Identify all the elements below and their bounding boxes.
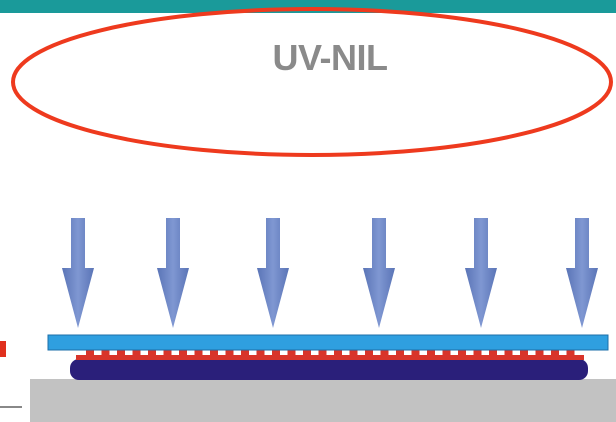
substrate-layer bbox=[70, 359, 588, 380]
resist-layer bbox=[76, 355, 584, 360]
resist-tooth bbox=[86, 350, 94, 356]
down-arrow-icon bbox=[62, 218, 94, 328]
resist-tooth bbox=[241, 350, 249, 356]
resist-tooth bbox=[210, 350, 218, 356]
uv-arrows bbox=[62, 218, 598, 328]
top-band bbox=[0, 0, 616, 13]
resist-tooth bbox=[473, 350, 482, 356]
down-arrow-icon bbox=[363, 218, 395, 328]
resist-tooth bbox=[334, 350, 342, 356]
resist-tooth bbox=[194, 350, 203, 356]
resist-tooth bbox=[442, 350, 451, 356]
resist-tooth bbox=[380, 350, 389, 356]
resist-tooth bbox=[303, 350, 311, 356]
resist-tooth bbox=[117, 350, 125, 356]
down-arrow-icon bbox=[465, 218, 497, 328]
title-ellipse bbox=[11, 7, 613, 157]
resist-tooth bbox=[551, 350, 559, 356]
resist-tooth bbox=[489, 350, 497, 356]
resist-tooth bbox=[256, 350, 265, 356]
left-edge-line bbox=[0, 406, 22, 408]
resist-tooth bbox=[458, 350, 466, 356]
resist-tooth bbox=[520, 350, 528, 356]
resist-tooth bbox=[365, 350, 373, 356]
template-mold bbox=[47, 334, 609, 351]
resist-tooth bbox=[349, 350, 358, 356]
resist-tooth bbox=[148, 350, 156, 356]
resist-tooth bbox=[566, 350, 575, 356]
resist-tooth bbox=[504, 350, 513, 356]
resist-tooth bbox=[396, 350, 404, 356]
title-text: UV-NIL bbox=[272, 37, 388, 78]
down-arrow-icon bbox=[257, 218, 289, 328]
down-arrow-icon bbox=[157, 218, 189, 328]
resist-tooth bbox=[163, 350, 172, 356]
resist-tooth bbox=[101, 350, 110, 356]
down-arrow-icon bbox=[566, 218, 598, 328]
resist-tooth bbox=[225, 350, 234, 356]
resist-tooth bbox=[427, 350, 435, 356]
resist-tooth bbox=[132, 350, 141, 356]
resist-tooth bbox=[318, 350, 327, 356]
resist-features bbox=[76, 350, 584, 360]
base-substrate bbox=[30, 379, 616, 422]
resist-tooth bbox=[287, 350, 296, 356]
resist-tooth bbox=[411, 350, 420, 356]
resist-tooth bbox=[179, 350, 187, 356]
resist-tooth bbox=[535, 350, 544, 356]
left-edge-mark bbox=[0, 341, 6, 357]
resist-tooth bbox=[272, 350, 280, 356]
